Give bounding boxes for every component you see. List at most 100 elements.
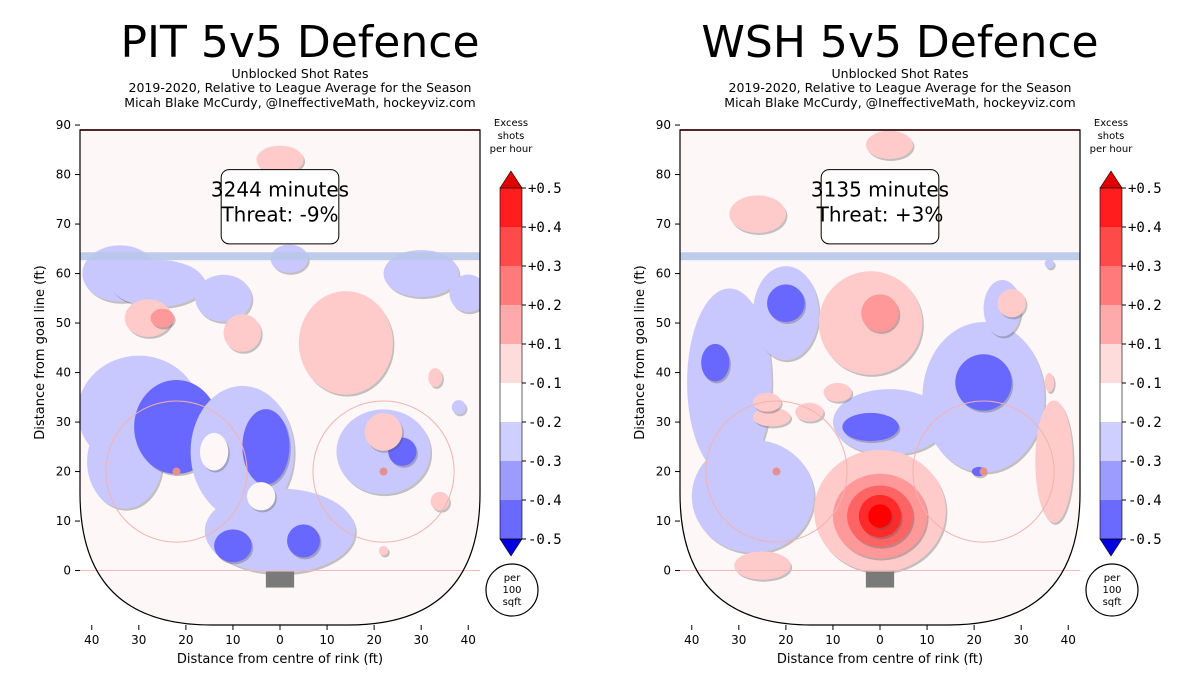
- threat-label: Threat: +3%: [816, 203, 944, 227]
- faceoff-circle: [705, 400, 848, 543]
- y-tick-label: 80: [656, 168, 671, 182]
- y-tick-label: 80: [56, 168, 71, 182]
- colorbar-segment: [1100, 227, 1122, 266]
- heat-blob-22: [752, 392, 782, 412]
- unit-badge-line: 100: [1102, 585, 1121, 596]
- colorbar-tick-label: -0.3: [1128, 454, 1162, 470]
- blue-line: [680, 252, 1080, 261]
- heat-blob-18: [865, 130, 913, 159]
- colorbar-segment: [500, 383, 522, 422]
- heat-blob-16: [451, 400, 466, 415]
- colorbar-segment: [500, 500, 522, 539]
- x-tick-label: 20: [778, 633, 793, 647]
- colorbar-segment: [1100, 422, 1122, 461]
- colorbar-tick-label: -0.4: [1128, 493, 1162, 509]
- heat-blob-12: [383, 250, 459, 298]
- x-tick-label: 40: [1061, 633, 1076, 647]
- panel-pit: PIT 5v5 Defence Unblocked Shot Rates 20 1…: [33, 17, 562, 668]
- x-tick-label: 30: [731, 633, 746, 647]
- colorbar-title-line: per hour: [1090, 144, 1134, 155]
- colorbar-tick-label: -0.5: [528, 532, 562, 548]
- chart-title: PIT 5v5 Defence: [120, 17, 480, 68]
- rink-heatmap: 40 30 20 10 0 10 20 30 400102030405060708090Dist…: [633, 118, 1162, 667]
- y-tick-label: 70: [56, 217, 71, 231]
- rink-outline: [679, 129, 1081, 626]
- blue-line: [80, 252, 480, 261]
- heatmap-layer: [687, 130, 1075, 582]
- heat-blob-4: [701, 343, 730, 382]
- heat-blob-1: [110, 259, 205, 307]
- colorbar-tick-label: +0.4: [1128, 220, 1162, 236]
- x-tick-label: 30: [1014, 633, 1029, 647]
- heat-blob-12: [729, 195, 786, 233]
- heat-blob-8: [955, 354, 1012, 411]
- colorbar-title-line: shots: [1098, 131, 1125, 142]
- colorbar-frame: [1099, 187, 1123, 540]
- chart-subtitle-1: Unblocked Shot Rates: [831, 66, 969, 81]
- colorbar-tick-label: -0.3: [528, 454, 562, 470]
- chart-subtitle-3: Micah Blake McCurdy, @IneffectiveMath, h…: [724, 95, 1076, 110]
- y-tick-label: 20: [656, 465, 671, 479]
- heat-blob-19: [223, 314, 262, 352]
- y-axis-label: Distance from goal line (ft): [633, 265, 648, 439]
- y-tick-label: 30: [656, 415, 671, 429]
- colorbar-segment: [500, 266, 522, 305]
- y-tick-label: 50: [656, 316, 671, 330]
- colorbar-title-line: Excess: [1094, 118, 1128, 129]
- colorbar-segment: [500, 305, 522, 344]
- y-tick-label: 20: [56, 465, 71, 479]
- heat-blob-16: [795, 402, 824, 422]
- x-tick-label: 20: [366, 633, 381, 647]
- colorbar-segment: [1100, 461, 1122, 500]
- unit-badge-line: 100: [502, 585, 521, 596]
- colorbar-segment: [1100, 188, 1122, 227]
- heat-blob-21: [1044, 373, 1055, 392]
- heat-blob-23: [428, 368, 443, 387]
- x-tick-label: 10: [225, 633, 240, 647]
- heat-blob-1: [691, 439, 815, 553]
- colorbar-tick-label: +0.4: [528, 220, 562, 236]
- unit-badge-line: sqft: [503, 597, 522, 608]
- y-tick-label: 50: [56, 316, 71, 330]
- colorbar-top-arrow: [499, 170, 523, 189]
- colorbar-tick-label: -0.2: [1128, 415, 1162, 431]
- colorbar-tick-label: +0.5: [528, 181, 562, 197]
- colorbar-segment: [1100, 305, 1122, 344]
- colorbar-tick-label: +0.1: [1128, 337, 1162, 353]
- colorbar-tick-label: +0.5: [1128, 181, 1162, 197]
- y-tick-label: 0: [663, 564, 671, 578]
- minutes-label: 3135 minutes: [811, 178, 949, 202]
- heat-blob-17: [752, 407, 791, 427]
- unit-badge-line: per: [504, 573, 522, 584]
- faceoff-circle: [105, 400, 248, 543]
- colorbar-tick-label: -0.1: [528, 376, 562, 392]
- chart-subtitle-2: 2019-2020, Relative to League Average fo…: [728, 80, 1072, 95]
- x-tick-label: 30: [131, 633, 146, 647]
- chart-title: WSH 5v5 Defence: [701, 17, 1099, 68]
- goal-net: [265, 571, 295, 588]
- x-tick-label: 30: [414, 633, 429, 647]
- heat-blob-2: [195, 274, 252, 322]
- chart-subtitle-3: Micah Blake McCurdy, @IneffectiveMath, h…: [124, 95, 476, 110]
- colorbar-segment: [1100, 500, 1122, 539]
- goal-net: [865, 571, 895, 588]
- heat-blob-13: [449, 274, 480, 313]
- x-tick-label: 10: [825, 633, 840, 647]
- unit-badge-line: sqft: [1103, 597, 1122, 608]
- threat-label: Threat: -9%: [220, 203, 338, 227]
- colorbar-tick-label: -0.5: [1128, 532, 1162, 548]
- heat-blob-20: [298, 291, 393, 395]
- x-tick-label: 20: [966, 633, 981, 647]
- heat-blob-15: [823, 382, 852, 402]
- heat-blob-17: [124, 299, 172, 337]
- x-tick-label: 40: [684, 633, 699, 647]
- chart-subtitle-1: Unblocked Shot Rates: [231, 66, 369, 81]
- y-tick-label: 60: [656, 267, 671, 281]
- rink-heatmap: 40 30 20 10 0 10 20 30 400102030405060708090Dist…: [33, 118, 562, 667]
- colorbar-bottom-arrow: [1099, 538, 1123, 557]
- colorbar-segment: [500, 227, 522, 266]
- faceoff-circle: [312, 400, 455, 543]
- colorbar-segment: [500, 188, 522, 227]
- colorbar-segment: [500, 422, 522, 461]
- y-tick-label: 30: [56, 415, 71, 429]
